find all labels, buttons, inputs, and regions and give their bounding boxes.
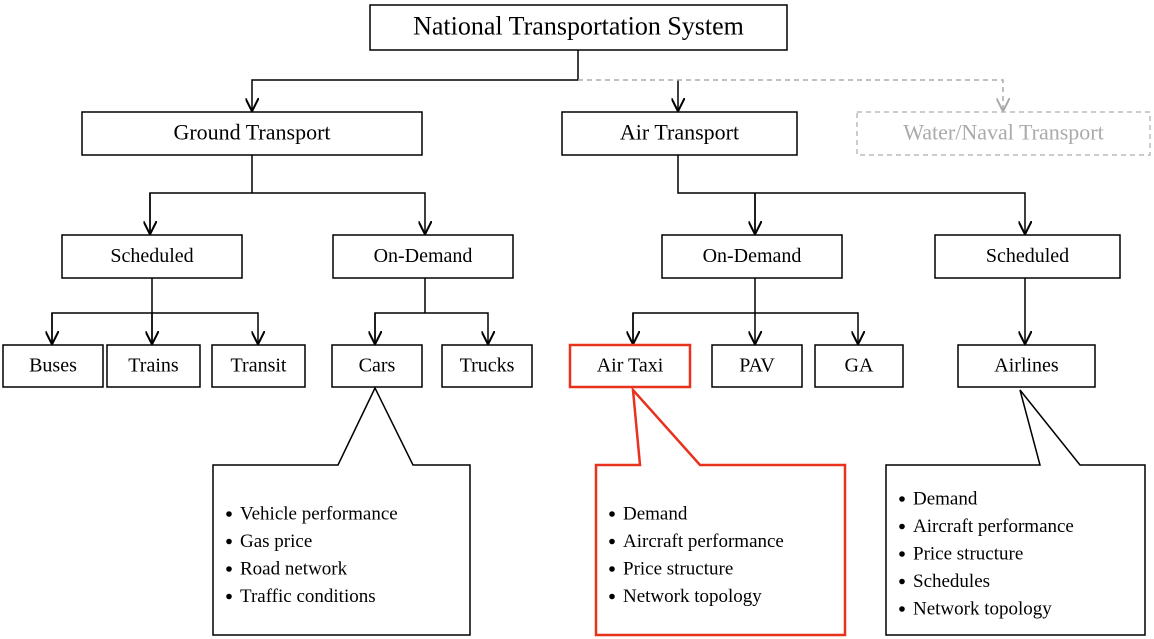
node: Cars [331, 344, 423, 388]
node-box [332, 234, 514, 279]
callout-item: Schedules [913, 571, 990, 592]
bullet [609, 538, 615, 545]
node-box [61, 234, 243, 279]
node-box [957, 344, 1096, 388]
node: National Transportation System [369, 4, 788, 51]
bullet [899, 578, 905, 585]
connector [252, 50, 579, 110]
node-label: Transit [231, 355, 287, 377]
bullet [899, 551, 905, 557]
node: Airlines [957, 344, 1096, 388]
node-box [106, 344, 201, 388]
node-label: National Transportation System [413, 11, 744, 40]
node-label: Scheduled [986, 245, 1069, 267]
connectors [52, 50, 1025, 343]
node-label: Air Taxi [597, 355, 664, 377]
callout-shape [594, 386, 847, 637]
node-label: Trucks [460, 355, 515, 377]
callout-item: Price structure [913, 543, 1023, 564]
callout: Vehicle performance Gas price Road network… [212, 386, 471, 636]
connector [51, 278, 258, 343]
node-label: Airlines [994, 355, 1059, 377]
node: Transit [211, 344, 306, 388]
node-box [814, 344, 904, 388]
node-label: Water/Naval Transport [903, 120, 1103, 145]
bullet [226, 593, 232, 600]
connector [149, 155, 425, 233]
connector [374, 278, 488, 343]
callout-item: Network topology [623, 586, 762, 607]
callout-item: Price structure [623, 558, 733, 579]
node-box [441, 344, 533, 388]
node: GA [814, 344, 904, 388]
bullet [226, 511, 232, 517]
node-label: Scheduled [110, 245, 193, 267]
node-label: On-Demand [374, 245, 473, 267]
bullet [899, 606, 905, 612]
node-box [331, 344, 423, 388]
node-label: Ground Transport [173, 120, 330, 145]
callout-item: Network topology [913, 598, 1052, 619]
node-label: Buses [29, 355, 77, 377]
callout-item: Aircraft performance [623, 531, 784, 552]
callout: Demand Aircraft performance Price structur… [885, 389, 1146, 636]
bullet [899, 496, 905, 502]
node-box [568, 343, 692, 389]
bullet [226, 566, 232, 572]
node-box [211, 344, 306, 388]
node-label: On-Demand [703, 245, 802, 267]
node: Water/Naval Transport [856, 111, 1151, 156]
connector [632, 278, 858, 343]
callout-item: Demand [913, 488, 978, 509]
node: Scheduled [934, 234, 1121, 279]
callout-item: Traffic conditions [240, 586, 376, 607]
callout: Demand Aircraft performance Price structur… [594, 386, 847, 637]
callout-shape [885, 389, 1146, 636]
node: Trucks [441, 344, 533, 388]
node: Buses [2, 344, 104, 388]
callout-item: Aircraft performance [913, 516, 1074, 537]
node: Scheduled [61, 234, 243, 279]
node-box [2, 344, 104, 388]
node-box [81, 111, 423, 156]
callout-item: Demand [623, 503, 688, 524]
node-box [711, 344, 803, 388]
node-box [856, 111, 1151, 156]
bullet [226, 538, 232, 545]
node: On-Demand [661, 234, 843, 279]
bullet [899, 523, 905, 530]
node-label: Air Transport [620, 120, 739, 145]
node: Air Taxi [568, 343, 692, 389]
node: Air Transport [561, 111, 798, 156]
callout-item: Gas price [240, 531, 312, 552]
node-box [661, 234, 843, 279]
node: Ground Transport [81, 111, 423, 156]
node-box [561, 111, 798, 156]
node-box [934, 234, 1121, 279]
node-label: Trains [128, 355, 179, 377]
node: Trains [106, 344, 201, 388]
callout-item: Vehicle performance [240, 503, 398, 524]
connector [578, 79, 1003, 110]
node: On-Demand [332, 234, 514, 279]
node-label: GA [845, 355, 874, 377]
callout-item: Road network [240, 558, 348, 579]
bullet [609, 566, 615, 572]
bullet [609, 511, 615, 517]
node-label: PAV [739, 355, 775, 377]
callout-shape [212, 386, 471, 636]
bullet [609, 593, 615, 600]
node-label: Cars [359, 355, 396, 377]
connector [677, 155, 1025, 233]
node: PAV [711, 344, 803, 388]
node-box [369, 4, 788, 51]
